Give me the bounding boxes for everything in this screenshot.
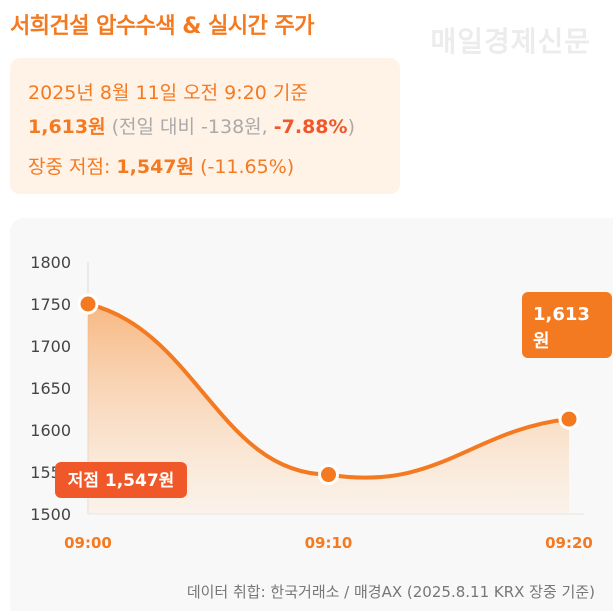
low-label: 장중 저점: bbox=[28, 156, 111, 178]
source-footer: 데이터 취합: 한국거래소 / 매경AX (2025.8.11 KRX 장중 기… bbox=[186, 583, 595, 601]
data-point bbox=[77, 293, 99, 315]
watermark: 매일경제신문 bbox=[430, 25, 591, 58]
change-percent: -7.88% bbox=[273, 116, 348, 138]
annotations: 1,613 원저점 1,547원 bbox=[55, 292, 612, 498]
x-tick-label: 09:20 bbox=[545, 534, 593, 552]
y-tick-label: 1700 bbox=[30, 337, 71, 356]
info-card: 2025년 8월 11일 오전 9:20 기준 1,613원 (전일 대비 -1… bbox=[10, 58, 400, 194]
current-price-label-bg bbox=[522, 292, 612, 358]
low-percent: (-11.65%) bbox=[200, 156, 295, 178]
data-point bbox=[558, 408, 580, 430]
current-price-unit: 원 bbox=[533, 331, 550, 352]
current-price-label: 1,613 bbox=[533, 304, 590, 325]
date-line: 2025년 8월 11일 오전 9:20 기준 bbox=[28, 82, 308, 104]
low-label: 저점 1,547원 bbox=[68, 471, 175, 491]
price-line: 1,613원 (전일 대비 -138원, -7.88%) bbox=[28, 112, 355, 139]
low-label-bg bbox=[55, 462, 187, 498]
y-tick-label: 1750 bbox=[30, 295, 71, 314]
y-tick-label: 1800 bbox=[30, 253, 71, 272]
low-line: 장중 저점: 1,547원 (-11.65%) bbox=[28, 152, 294, 179]
data-points bbox=[77, 293, 580, 486]
current-price: 1,613원 bbox=[28, 116, 106, 138]
page-title: 서희건설 압수수색 & 실시간 주가 bbox=[10, 14, 314, 39]
change-prefix: (전일 대비 -138원, bbox=[111, 116, 268, 138]
data-point bbox=[318, 464, 339, 486]
y-tick-label: 1650 bbox=[30, 379, 71, 398]
low-price: 1,547원 bbox=[116, 156, 195, 178]
area-fill bbox=[88, 304, 569, 514]
y-tick-label: 1500 bbox=[30, 505, 71, 524]
x-tick-label: 09:00 bbox=[64, 534, 112, 552]
change-suffix: ) bbox=[347, 116, 355, 138]
x-tick-label: 09:10 bbox=[305, 534, 353, 552]
y-tick-label: 1600 bbox=[30, 421, 71, 440]
